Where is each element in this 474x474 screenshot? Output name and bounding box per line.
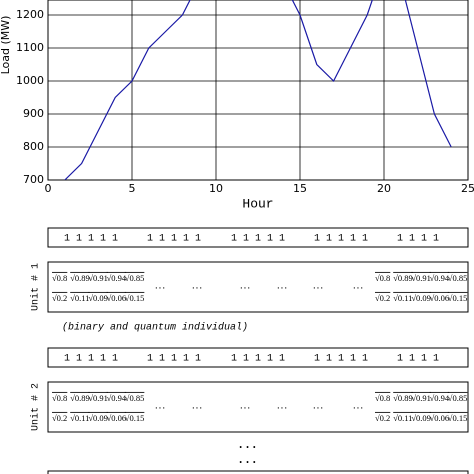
ellipsis: ··· [353, 403, 364, 415]
y-axis-label: Load (MW) [0, 16, 12, 75]
amplitude: √0.09 [411, 293, 431, 303]
ellipsis: ··· [155, 283, 166, 295]
amplitude: √0.06 [430, 413, 450, 423]
binary-group: 1 1 1 1 1 [147, 234, 201, 245]
x-axis-label: Hour [242, 196, 273, 211]
amplitude: √0.06 [430, 293, 450, 303]
y-tick-label: 1200 [16, 8, 44, 21]
vertical-dots: • • • [239, 458, 256, 467]
amplitude: √0.06 [107, 413, 127, 423]
ellipsis: ··· [277, 403, 288, 415]
ellipsis: ··· [313, 283, 324, 295]
unit-label: Unit # 2 [30, 383, 42, 431]
x-tick-label: 20 [377, 182, 391, 195]
ellipsis: ··· [192, 403, 203, 415]
amplitude: √0.89 [393, 393, 413, 403]
amplitude: √0.06 [107, 293, 127, 303]
plot-frame [47, 0, 469, 181]
amplitude: √0.8 [52, 273, 67, 283]
amplitude: √0.09 [88, 293, 108, 303]
amplitude: √0.11 [70, 293, 89, 303]
x-tick-label: 0 [45, 182, 52, 195]
amplitude: √0.8 [52, 393, 67, 403]
x-tick-label: 15 [293, 182, 307, 195]
amplitude: √0.91 [411, 393, 431, 403]
amplitude: √0.94 [107, 273, 127, 283]
amplitude: √0.89 [393, 273, 413, 283]
ellipsis: ··· [240, 283, 251, 295]
binary-box [47, 347, 469, 368]
x-tick-label: 10 [209, 182, 223, 195]
ellipsis: ··· [353, 283, 364, 295]
binary-box [47, 227, 469, 248]
amplitude: √0.85 [125, 273, 145, 283]
ellipsis: ··· [277, 283, 288, 295]
amplitude: √0.89 [70, 393, 90, 403]
amplitude: √0.85 [448, 273, 468, 283]
binary-group: 1 1 1 1 [397, 234, 439, 245]
ellipsis: ··· [313, 403, 324, 415]
amplitude: √0.15 [448, 413, 468, 423]
y-tick-label: 800 [23, 140, 44, 153]
amplitude: √0.2 [375, 413, 390, 423]
amplitude: √0.8 [375, 273, 390, 283]
amplitude: √0.15 [125, 293, 145, 303]
amplitude: √0.91 [88, 393, 108, 403]
ellipsis: ··· [240, 403, 251, 415]
amplitude: √0.15 [125, 413, 145, 423]
amplitude: √0.85 [448, 393, 468, 403]
vertical-dots: • • • [239, 443, 256, 452]
ellipsis: ··· [155, 403, 166, 415]
amplitude: √0.2 [375, 293, 390, 303]
amplitude: √0.91 [411, 273, 431, 283]
amplitude: √0.8 [375, 393, 390, 403]
ellipsis: ··· [192, 283, 203, 295]
amplitude: √0.09 [411, 413, 431, 423]
binary-group: 1 1 1 1 1 [314, 354, 368, 365]
unit-label: Unit # 1 [30, 263, 42, 311]
amplitude: √0.94 [430, 393, 450, 403]
unit-box [47, 261, 469, 313]
amplitude: √0.15 [448, 293, 468, 303]
amplitude: √0.89 [70, 273, 90, 283]
caption: (binary and quantum individual) [62, 322, 248, 334]
y-tick-label: 700 [23, 173, 44, 186]
binary-group: 1 1 1 1 1 [147, 354, 201, 365]
amplitude: √0.85 [125, 393, 145, 403]
x-tick-label: 5 [129, 182, 136, 195]
y-tick-label: 1100 [16, 41, 44, 54]
amplitude: √0.94 [107, 393, 127, 403]
unit-box [47, 381, 469, 433]
x-tick-label: 25 [461, 182, 474, 195]
y-tick-label: 1000 [16, 74, 44, 87]
line [64, 0, 452, 180]
amplitude: √0.2 [52, 413, 67, 423]
binary-group: 1 1 1 1 [397, 354, 439, 365]
binary-group: 1 1 1 1 1 [64, 354, 118, 365]
amplitude: √0.91 [88, 273, 108, 283]
y-tick-label: 900 [23, 107, 44, 120]
amplitude: √0.11 [393, 293, 412, 303]
box [47, 470, 469, 474]
binary-group: 1 1 1 1 1 [231, 234, 285, 245]
binary-group: 1 1 1 1 1 [314, 234, 368, 245]
binary-group: 1 1 1 1 1 [64, 234, 118, 245]
amplitude: √0.11 [70, 413, 89, 423]
binary-group: 1 1 1 1 1 [231, 354, 285, 365]
amplitude: √0.94 [430, 273, 450, 283]
amplitude: √0.2 [52, 293, 67, 303]
amplitude: √0.09 [88, 413, 108, 423]
amplitude: √0.11 [393, 413, 412, 423]
